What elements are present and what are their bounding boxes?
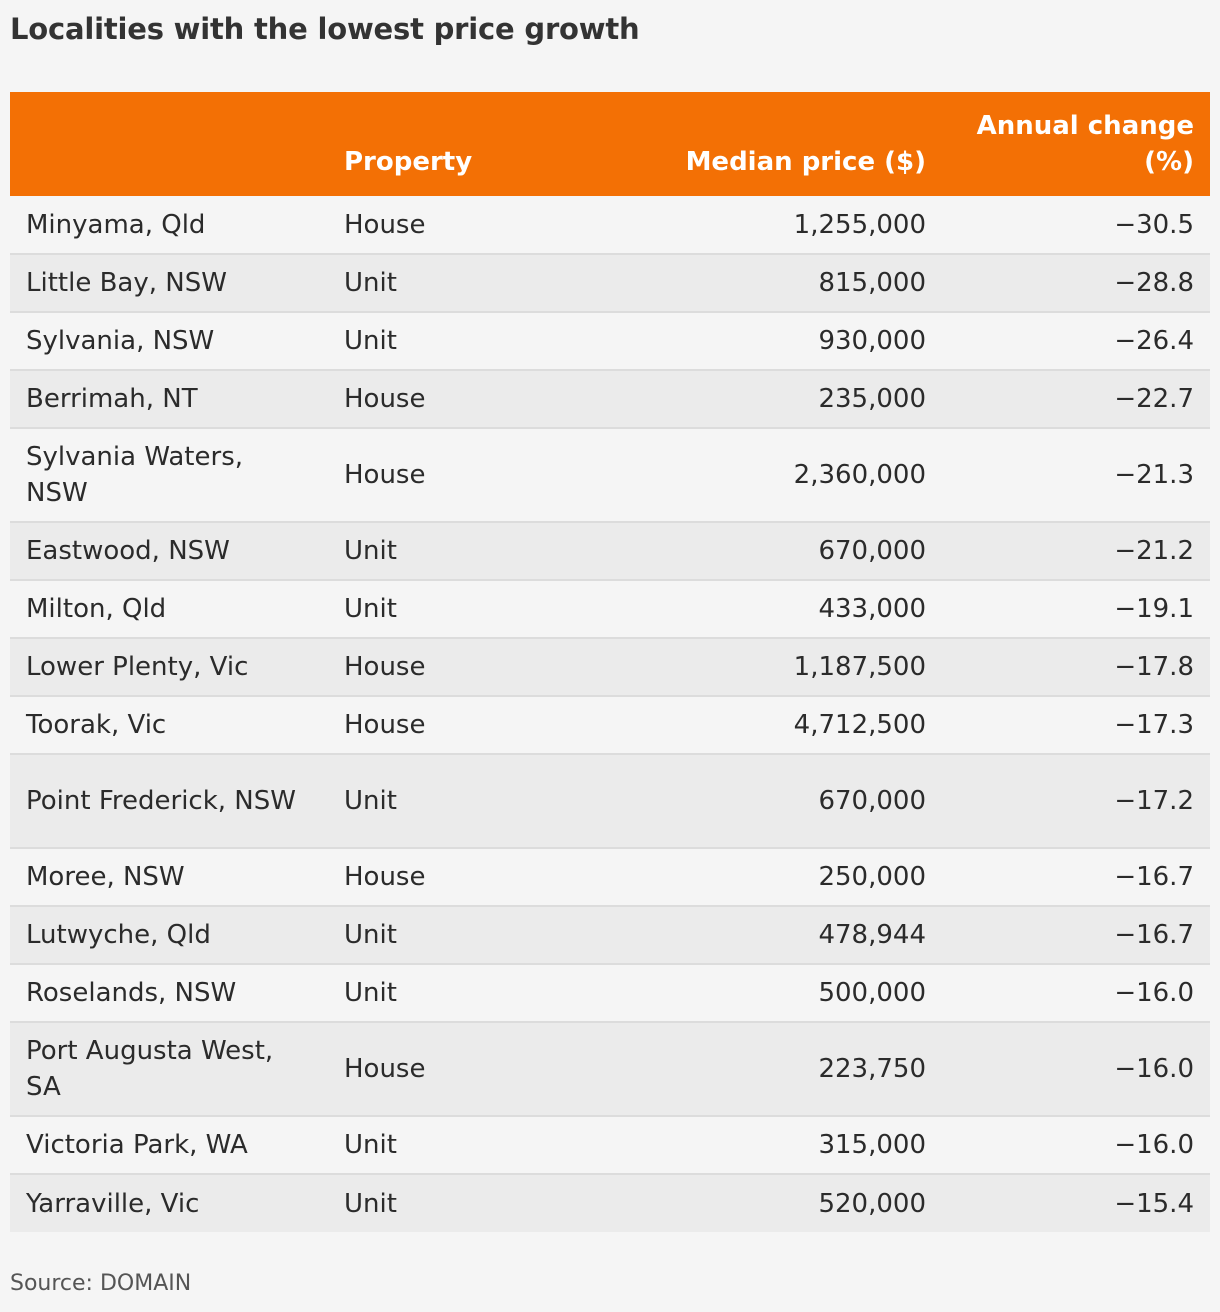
cell-property: House (328, 695, 588, 754)
cell-annual-change: −16.0 (932, 963, 1210, 1022)
cell-locality: Eastwood, NSW (10, 521, 328, 580)
cell-locality: Little Bay, NSW (10, 253, 328, 312)
cell-median-price: 670,000 (588, 753, 932, 848)
table-row: Sylvania, NSW Unit 930,000 −26.4 (10, 311, 1210, 370)
cell-median-price: 520,000 (588, 1173, 932, 1232)
table-row: Berrimah, NT House 235,000 −22.7 (10, 369, 1210, 428)
cell-annual-change: −16.7 (932, 847, 1210, 906)
header-row: Property Median price ($) Annual change … (10, 92, 1210, 196)
cell-property: Unit (328, 521, 588, 580)
cell-annual-change: −16.0 (932, 1021, 1210, 1116)
cell-annual-change: −21.2 (932, 521, 1210, 580)
table-row: Victoria Park, WA Unit 315,000 −16.0 (10, 1115, 1210, 1174)
cell-locality: Berrimah, NT (10, 369, 328, 428)
cell-locality: Lutwyche, Qld (10, 905, 328, 964)
cell-property: Unit (328, 579, 588, 638)
data-table: Property Median price ($) Annual change … (10, 92, 1210, 1232)
cell-median-price: 2,360,000 (588, 427, 932, 522)
table-row: Little Bay, NSW Unit 815,000 −28.8 (10, 253, 1210, 312)
cell-property: Unit (328, 1173, 588, 1232)
cell-property: Unit (328, 753, 588, 848)
cell-annual-change: −16.0 (932, 1115, 1210, 1174)
cell-median-price: 500,000 (588, 963, 932, 1022)
chart-title: Localities with the lowest price growth (10, 12, 640, 46)
table-row: Point Frederick, NSW Unit 670,000 −17.2 (10, 753, 1210, 848)
cell-locality: Roselands, NSW (10, 963, 328, 1022)
table-row: Milton, Qld Unit 433,000 −19.1 (10, 579, 1210, 638)
cell-median-price: 1,187,500 (588, 637, 932, 696)
cell-median-price: 670,000 (588, 521, 932, 580)
table-row: Lower Plenty, Vic House 1,187,500 −17.8 (10, 637, 1210, 696)
cell-property: House (328, 847, 588, 906)
cell-median-price: 1,255,000 (793, 209, 926, 240)
table-header: Property Median price ($) Annual change … (10, 92, 1210, 196)
column-header-annual-change: Annual change (%) (976, 111, 1194, 177)
column-header-median-price: Median price ($) (685, 147, 926, 177)
cell-median-price: 478,944 (588, 905, 932, 964)
cell-median-price: 315,000 (588, 1115, 932, 1174)
table-row: Toorak, Vic House 4,712,500 −17.3 (10, 695, 1210, 754)
table-row: Eastwood, NSW Unit 670,000 −21.2 (10, 521, 1210, 580)
cell-property: House (328, 427, 588, 522)
cell-annual-change: −15.4 (932, 1173, 1210, 1232)
cell-locality: Toorak, Vic (10, 695, 328, 754)
cell-property: Unit (328, 963, 588, 1022)
cell-annual-change: −26.4 (932, 311, 1210, 370)
table-row: Port Augusta West, SA House 223,750 −16.0 (10, 1021, 1210, 1116)
cell-annual-change: −22.7 (932, 369, 1210, 428)
cell-locality: Minyama, Qld (26, 209, 206, 240)
cell-property: Unit (328, 1115, 588, 1174)
cell-annual-change: −30.5 (1114, 209, 1194, 240)
table-row: Sylvania Waters, NSW House 2,360,000 −21.3 (10, 427, 1210, 522)
table-row: Roselands, NSW Unit 500,000 −16.0 (10, 963, 1210, 1022)
cell-property: House (328, 369, 588, 428)
cell-annual-change: −17.8 (932, 637, 1210, 696)
cell-property: House (328, 1021, 588, 1116)
cell-locality: Victoria Park, WA (10, 1115, 328, 1174)
cell-annual-change: −17.2 (932, 753, 1210, 848)
cell-property: House (344, 209, 426, 240)
table-row: Yarraville, Vic Unit 520,000 −15.4 (10, 1173, 1210, 1232)
table-body: Minyama, Qld House 1,255,000 −30.5 Little Ba… (10, 196, 1210, 1232)
cell-median-price: 235,000 (588, 369, 932, 428)
cell-annual-change: −16.7 (932, 905, 1210, 964)
cell-property: Unit (328, 253, 588, 312)
cell-median-price: 433,000 (588, 579, 932, 638)
cell-locality: Point Frederick, NSW (10, 753, 328, 848)
cell-locality: Moree, NSW (10, 847, 328, 906)
cell-median-price: 930,000 (588, 311, 932, 370)
table-row: Moree, NSW House 250,000 −16.7 (10, 847, 1210, 906)
cell-median-price: 4,712,500 (588, 695, 932, 754)
column-header-property: Property (344, 147, 473, 177)
cell-annual-change: −17.3 (932, 695, 1210, 754)
cell-property: Unit (328, 311, 588, 370)
table-row: Lutwyche, Qld Unit 478,944 −16.7 (10, 905, 1210, 964)
cell-median-price: 223,750 (588, 1021, 932, 1116)
cell-median-price: 815,000 (588, 253, 932, 312)
table-row: Minyama, Qld House 1,255,000 −30.5 (10, 196, 1210, 254)
cell-locality: Port Augusta West, SA (10, 1021, 328, 1116)
cell-annual-change: −19.1 (932, 579, 1210, 638)
cell-median-price: 250,000 (588, 847, 932, 906)
cell-locality: Lower Plenty, Vic (10, 637, 328, 696)
cell-locality: Sylvania Waters, NSW (10, 427, 328, 522)
cell-property: House (328, 637, 588, 696)
cell-property: Unit (328, 905, 588, 964)
cell-locality: Milton, Qld (10, 579, 328, 638)
cell-annual-change: −28.8 (932, 253, 1210, 312)
cell-locality: Sylvania, NSW (10, 311, 328, 370)
column-header-locality (10, 92, 328, 196)
cell-annual-change: −21.3 (932, 427, 1210, 522)
source-note: Source: DOMAIN (10, 1271, 192, 1296)
cell-locality: Yarraville, Vic (10, 1173, 328, 1232)
